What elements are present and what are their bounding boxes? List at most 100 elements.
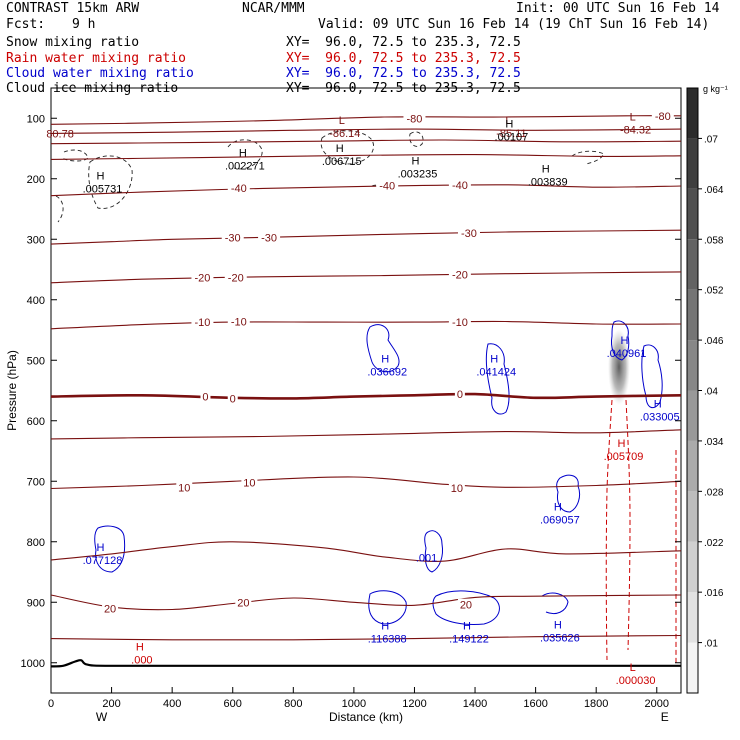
extremum-value: .005709 [604, 451, 644, 463]
forecast-label: Fcst: [6, 17, 46, 32]
contour-label-bg [227, 181, 250, 193]
temperature-contour--50 [50, 154, 682, 160]
contour-label-bg [227, 392, 238, 404]
colorbar-segment [687, 289, 698, 341]
contour-label-bg [200, 390, 211, 402]
y-tick-label: 800 [27, 537, 45, 549]
temperature-contour-5 [50, 429, 682, 440]
y-tick-label: 900 [27, 597, 45, 609]
org-label: NCAR/MMM [242, 1, 305, 16]
init-time: Init: 00 UTC Sun 16 Feb 14 [516, 1, 720, 16]
extremum-kind: H [505, 119, 513, 131]
contour-label: -20 [228, 272, 244, 284]
contour-label: -10 [231, 317, 247, 329]
colorbar-tick-label: .01 [704, 639, 718, 650]
mixing-ratio-shading [608, 329, 630, 405]
extremum-kind: L [630, 662, 636, 674]
extremum-value: .002271 [225, 161, 265, 173]
contour-label: -30 [461, 228, 477, 240]
field-snow-xy: XY= 96.0, 72.5 to 235.3, 72.5 [286, 35, 521, 50]
extremum-kind: L [630, 111, 636, 123]
colorbar-segment [687, 642, 698, 693]
extremum-value: .000 [131, 654, 152, 666]
plot-frame [50, 87, 682, 694]
extremum-value: .149122 [449, 634, 489, 646]
direction-west: W [96, 710, 108, 724]
contour-label: 10 [178, 482, 190, 494]
contour-label: 0 [202, 392, 208, 404]
x-tick-label: 200 [102, 698, 120, 710]
contour-label: -20 [194, 272, 210, 284]
extremum-value: .006715 [322, 156, 362, 168]
contour-label-bg [227, 315, 250, 327]
temperature-contour-0 [50, 392, 682, 400]
y-tick-label: 1000 [21, 658, 45, 670]
colorbar-segment [687, 340, 698, 391]
plot-area [50, 87, 682, 694]
extremum-value: -84.32 [620, 124, 651, 136]
contour-label: 10 [451, 483, 463, 495]
colorbar-tick-label: .052 [704, 286, 724, 297]
contour-label-bg [454, 388, 465, 400]
temperature-contour--80 [50, 115, 682, 125]
extremum-kind: H [617, 438, 625, 450]
extremum-kind: H [96, 171, 104, 183]
extremum-value: .033005 [640, 412, 680, 424]
colorbar-segment [687, 592, 698, 643]
temperature-contour--60 [50, 139, 682, 145]
extremum-kind: H [336, 143, 344, 155]
y-tick-label: 100 [27, 113, 45, 125]
extremum-value: .040961 [607, 348, 647, 360]
contour-label: -30 [225, 232, 241, 244]
contour-label-bg [235, 596, 252, 608]
colorbar-segment [687, 541, 698, 593]
contour-label: -40 [452, 180, 468, 192]
x-tick-label: 1000 [342, 698, 366, 710]
contour-label-bg [448, 178, 471, 190]
contour-label-bg [191, 316, 214, 328]
x-tick-label: 1600 [523, 698, 547, 710]
field-cloudwater-xy: XY= 96.0, 72.5 to 235.3, 72.5 [286, 66, 521, 81]
colorbar-segment [687, 88, 698, 139]
colorbar-segment [687, 390, 698, 441]
temperature-labels: -80 -80 -40 -40 -40 -30 -30 -30 -20 -20 -20 -10 -10 -… [102, 109, 674, 615]
colorbar-tick-label: .058 [704, 235, 724, 246]
extremum-value: .000030 [616, 675, 656, 687]
field-cloudwater-name: Cloud water mixing ratio [6, 66, 194, 81]
temperature-contour--10 [50, 320, 682, 330]
contour-label: -40 [379, 180, 395, 192]
contour-label-bg [448, 268, 471, 280]
contour-label-bg [221, 231, 244, 243]
x-tick-label: 2000 [645, 698, 669, 710]
contour-label: 20 [237, 597, 249, 609]
y-tick-label: 700 [27, 476, 45, 488]
ground-surface [50, 659, 681, 668]
field-rain-name: Rain water mixing ratio [6, 51, 187, 66]
colorbar: .01 .016 .022 .028 .034 .04 .046 .052 .058 .064 .0… [686, 84, 728, 694]
model-title: CONTRAST 15km ARW [6, 1, 140, 16]
field-cloudice-name: Cloud ice mixing ratio [6, 81, 179, 96]
temperature-contour--40 [50, 184, 682, 197]
extremum-kind: H [554, 620, 562, 632]
snow-ice-contours [55, 130, 605, 223]
contour-label-bg [376, 179, 399, 191]
contour-label-bg [224, 271, 247, 283]
extremum-kind: L [339, 115, 345, 127]
contour-label-bg [241, 476, 258, 488]
extremum-kind: H [654, 399, 662, 411]
contour-label-bg [176, 481, 193, 493]
x-tick-label: 800 [284, 698, 302, 710]
colorbar-tick-label: .016 [704, 588, 724, 599]
colorbar-tick-label: .028 [704, 487, 724, 498]
extremum-value: .116388 [368, 634, 407, 646]
colorbar-tick-label: .064 [704, 185, 724, 196]
colorbar-segment [687, 239, 698, 290]
temperature-contour-15 [50, 541, 682, 562]
extremum-value: -85.11 [496, 128, 526, 140]
x-tick-label: 1400 [463, 698, 487, 710]
extremum-value: .035626 [540, 633, 580, 645]
valid-time: Valid: 09 UTC Sun 16 Feb 14 (19 ChT Sun … [318, 17, 710, 32]
extremum-kind: H [542, 163, 550, 175]
extremum-kind: H [490, 353, 498, 365]
temperature-contour-10 [50, 476, 682, 490]
